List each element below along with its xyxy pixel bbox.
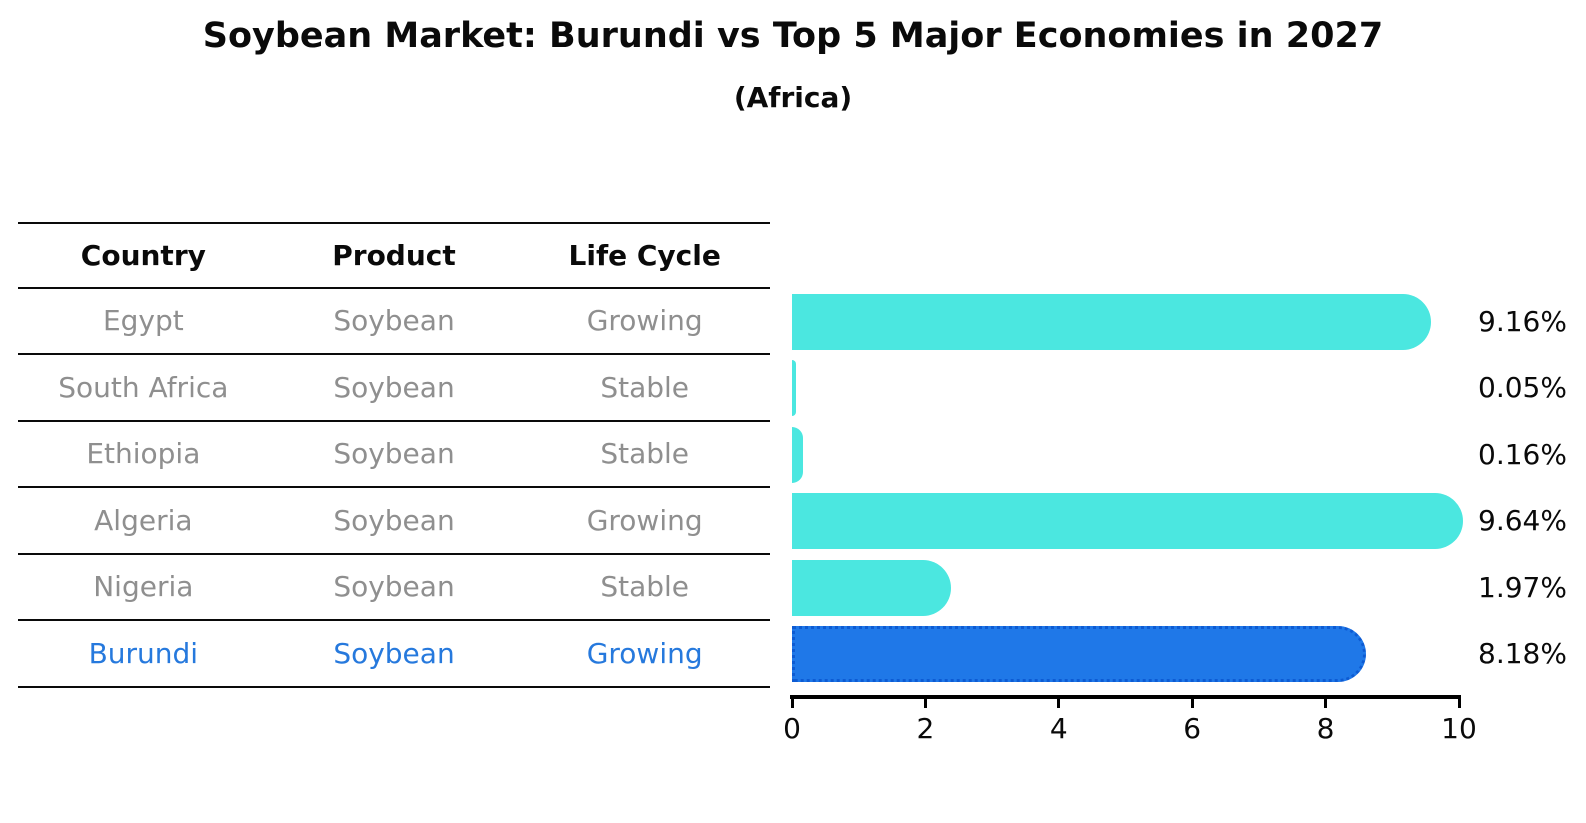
value-label-burundi: 8.18% bbox=[1478, 637, 1567, 671]
table-row-ethiopia: Ethiopia Soybean Stable bbox=[18, 422, 770, 488]
bar-egypt bbox=[792, 293, 1431, 350]
bar-south-africa bbox=[792, 360, 796, 417]
table-cell-life-cycle: Growing bbox=[586, 636, 703, 670]
table-cell-country: Egypt bbox=[102, 304, 184, 338]
table-cell-country: Ethiopia bbox=[86, 437, 201, 471]
country-table: Country Product Life Cycle Egypt Soybean Grow… bbox=[18, 222, 770, 688]
table-cell-life-cycle: Growing bbox=[586, 503, 703, 537]
value-label-ethiopia: 0.16% bbox=[1478, 437, 1567, 471]
x-axis bbox=[790, 695, 1461, 699]
table-cell-country: Nigeria bbox=[93, 570, 194, 604]
table-cell-life-cycle: Stable bbox=[600, 570, 690, 604]
x-tick bbox=[923, 695, 927, 708]
table-cell-product: Soybean bbox=[333, 370, 455, 404]
table-cell-life-cycle: Growing bbox=[586, 304, 703, 338]
table-cell-country: South Africa bbox=[58, 370, 229, 404]
value-label-south-africa: 0.05% bbox=[1478, 371, 1567, 405]
table-cell-life-cycle: Stable bbox=[600, 437, 690, 471]
table-row-algeria: Algeria Soybean Growing bbox=[18, 488, 770, 555]
table-cell-product: Soybean bbox=[333, 437, 455, 471]
chart-title: Soybean Market: Burundi vs Top 5 Major E… bbox=[202, 16, 1384, 56]
x-tick bbox=[790, 695, 794, 708]
bar-algeria bbox=[792, 493, 1463, 550]
table-cell-product: Soybean bbox=[333, 570, 455, 604]
x-tick-label: 4 bbox=[1049, 712, 1068, 745]
table-cell-country: Algeria bbox=[94, 503, 193, 537]
table-header-country: Country bbox=[80, 238, 206, 272]
table-row-nigeria: Nigeria Soybean Stable bbox=[18, 555, 770, 621]
x-tick-label: 0 bbox=[783, 712, 801, 745]
x-tick-label: 10 bbox=[1441, 712, 1477, 745]
value-label-egypt: 9.16% bbox=[1478, 304, 1567, 338]
table-row-south-africa: South Africa Soybean Stable bbox=[18, 355, 770, 422]
bar-burundi bbox=[792, 626, 1366, 683]
table-cell-country: Burundi bbox=[88, 636, 199, 670]
table-row-egypt: Egypt Soybean Growing bbox=[18, 289, 770, 355]
chart-subtitle: (Africa) bbox=[733, 81, 853, 114]
table-header-life-cycle: Life Cycle bbox=[568, 238, 721, 272]
x-tick-label: 2 bbox=[916, 712, 935, 745]
table-row-burundi: Burundi Soybean Growing bbox=[18, 621, 770, 688]
table-cell-life-cycle: Stable bbox=[600, 370, 690, 404]
bar-nigeria bbox=[792, 559, 952, 616]
x-tick bbox=[1190, 695, 1194, 708]
table-cell-product: Soybean bbox=[333, 636, 455, 670]
x-tick bbox=[1324, 695, 1328, 708]
value-label-algeria: 9.64% bbox=[1478, 504, 1567, 538]
table-cell-product: Soybean bbox=[333, 304, 455, 338]
value-label-nigeria: 1.97% bbox=[1478, 570, 1567, 604]
x-tick-label: 6 bbox=[1183, 712, 1202, 745]
table-header-row: Country Product Life Cycle bbox=[18, 222, 770, 289]
bar-ethiopia bbox=[792, 426, 803, 483]
x-tick bbox=[1057, 695, 1061, 708]
table-header-product: Product bbox=[332, 238, 456, 272]
x-tick-label: 8 bbox=[1316, 712, 1335, 745]
x-tick bbox=[1457, 695, 1461, 708]
table-cell-product: Soybean bbox=[333, 503, 455, 537]
